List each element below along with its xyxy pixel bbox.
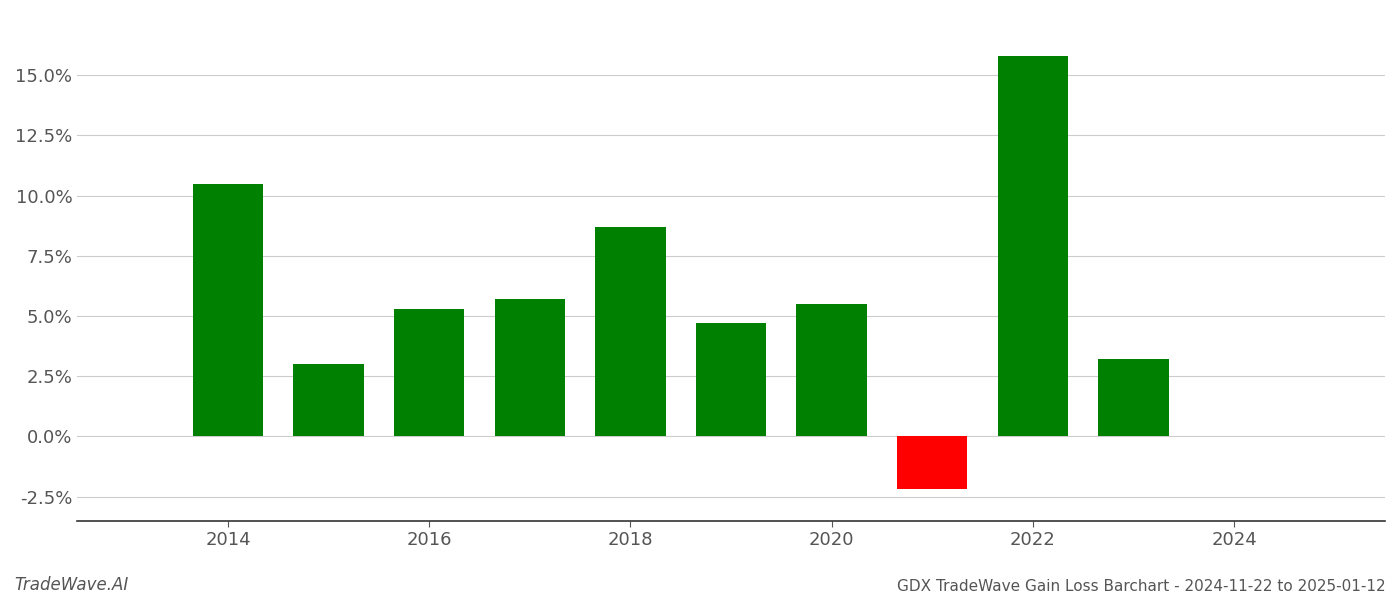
Bar — [494, 299, 566, 436]
Bar — [696, 323, 766, 436]
Text: TradeWave.AI: TradeWave.AI — [14, 576, 129, 594]
Bar — [998, 56, 1068, 436]
Bar — [294, 364, 364, 436]
Bar — [393, 309, 465, 436]
Bar — [797, 304, 867, 436]
Bar — [595, 227, 665, 436]
Bar — [897, 436, 967, 489]
Text: GDX TradeWave Gain Loss Barchart - 2024-11-22 to 2025-01-12: GDX TradeWave Gain Loss Barchart - 2024-… — [897, 579, 1386, 594]
Bar — [193, 184, 263, 436]
Bar — [1098, 359, 1169, 436]
